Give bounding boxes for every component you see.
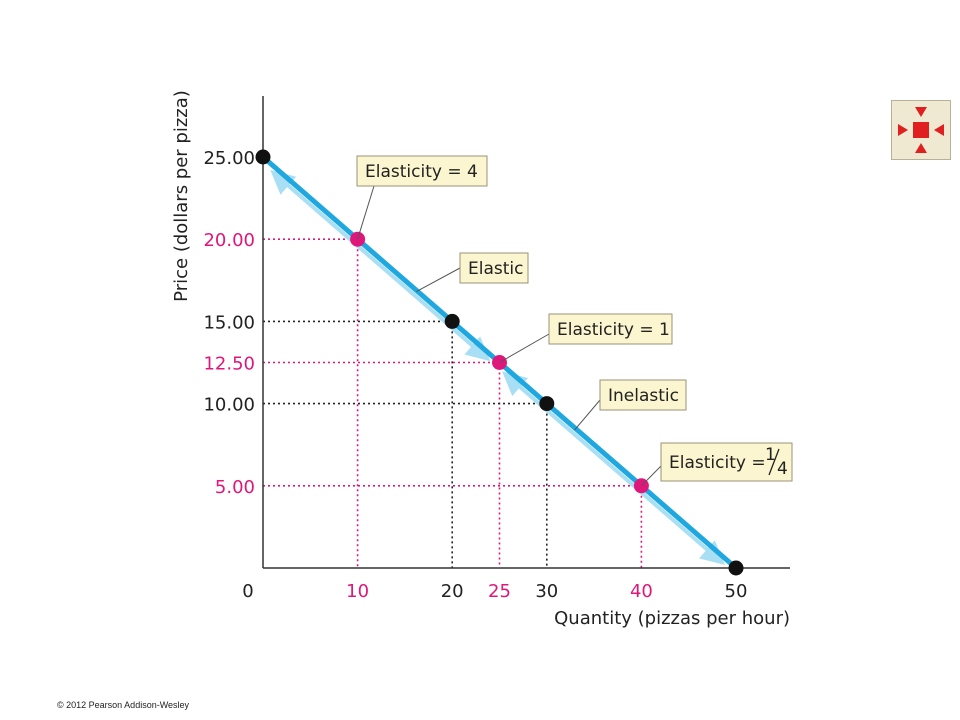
fraction-denominator: 4	[777, 459, 788, 479]
callout-leader	[416, 267, 461, 292]
y-tick-label: 25.00	[203, 148, 255, 169]
x-axis-title: Quantity (pizzas per hour)	[554, 608, 790, 629]
callout-leader	[499, 333, 550, 363]
x-tick-label: 50	[725, 581, 748, 602]
y-tick-label: 12.50	[203, 354, 255, 375]
callout-text: Elasticity = 1	[557, 320, 670, 340]
callout-box	[660, 442, 793, 482]
data-point	[728, 560, 744, 576]
data-point	[255, 149, 271, 165]
callout-text: Elasticity =	[669, 453, 766, 473]
fraction-numerator: 1	[765, 445, 776, 465]
x-tick-label: 30	[535, 581, 558, 602]
y-tick-label: 20.00	[203, 230, 255, 251]
x-tick-label: 40	[630, 581, 653, 602]
callout-leader	[641, 465, 662, 487]
callout-box	[459, 252, 529, 284]
fraction-slash	[768, 448, 780, 476]
callout-leader	[574, 399, 601, 431]
data-point	[539, 396, 555, 412]
x-tick-label: 20	[441, 581, 464, 602]
x-tick-label: 0	[242, 581, 253, 602]
data-point	[444, 313, 460, 329]
direction-arrow	[270, 169, 491, 362]
callout-box	[599, 379, 687, 411]
y-tick-label: 15.00	[203, 312, 255, 333]
collapse-arrows-icon	[898, 107, 944, 153]
callout-box	[356, 155, 488, 187]
x-tick-label: 25	[488, 581, 511, 602]
copyright-text: © 2012 Pearson Addison-Wesley	[57, 700, 190, 710]
nav-button[interactable]	[891, 100, 951, 160]
y-tick-label: 5.00	[215, 477, 255, 498]
callout-text: Elasticity = 4	[365, 162, 478, 182]
x-tick-label: 10	[346, 581, 369, 602]
y-tick-label: 10.00	[203, 395, 255, 416]
y-axis-title: Price (dollars per pizza)	[171, 90, 192, 302]
callout-text: Elastic	[468, 259, 523, 279]
callout-text: Inelastic	[608, 386, 679, 406]
callout-box	[548, 313, 673, 345]
callout-leader	[357, 185, 375, 240]
